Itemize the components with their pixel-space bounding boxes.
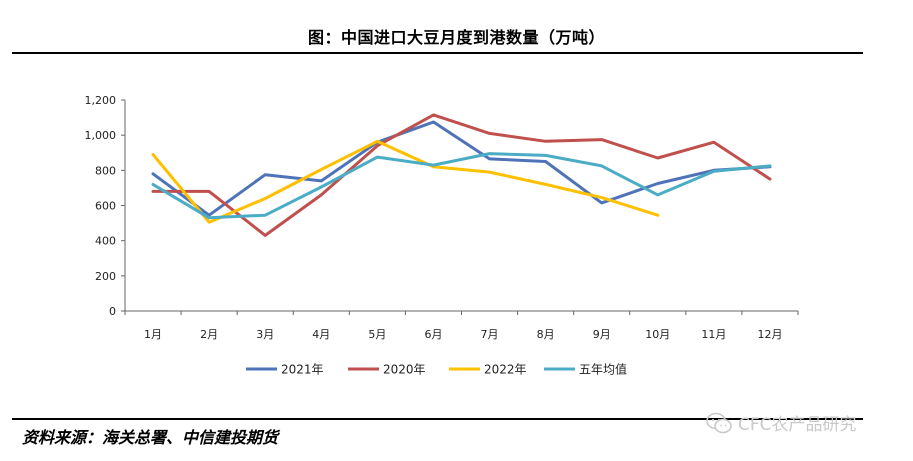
wechat-icon [706, 412, 732, 433]
x-tick-label: 5月 [368, 328, 386, 341]
x-tick-label: 6月 [424, 328, 442, 341]
y-tick-label: 1,200 [85, 94, 117, 107]
x-tick-label: 1月 [144, 328, 162, 341]
y-axis: 0 200 400 600 800 1,000 1,200 [85, 94, 126, 318]
series-layer [151, 113, 772, 237]
x-tick-label: 3月 [256, 328, 274, 341]
x-tick-label: 2月 [200, 328, 218, 341]
legend-label: 2021年 [281, 363, 324, 377]
x-tick-label: 9月 [593, 328, 611, 341]
series-line-1 [151, 113, 772, 237]
series-line-2 [151, 139, 660, 224]
y-tick-label: 600 [95, 200, 116, 213]
watermark: CFC农产品研究 [706, 410, 857, 435]
series-line-0 [151, 120, 772, 217]
y-tick-label: 400 [95, 235, 116, 248]
top-rule [12, 52, 863, 54]
source-note: 资料来源：海关总署、中信建投期货 [22, 428, 279, 447]
y-tick-label: 800 [95, 164, 116, 177]
legend-label: 五年均值 [579, 362, 627, 377]
x-tick-label: 7月 [481, 328, 499, 341]
chart-title: 图：中国进口大豆月度到港数量（万吨） [307, 28, 605, 47]
watermark-text: CFC农产品研究 [738, 415, 857, 435]
legend-label: 2022年 [484, 363, 527, 377]
y-tick-label: 0 [109, 305, 116, 318]
x-tick-label: 11月 [701, 328, 726, 341]
x-tick-label: 10月 [645, 328, 670, 341]
x-tick-label: 4月 [312, 328, 330, 341]
y-tick-label: 1,000 [85, 129, 117, 142]
series-line-3 [151, 152, 772, 220]
x-tick-label: 8月 [537, 328, 555, 341]
legend-label: 2020年 [383, 363, 426, 377]
x-axis: 1月 2月 3月 4月 5月 6月 7月 8月 9月 10月 11月 12月 [124, 310, 799, 341]
y-tick-label: 200 [95, 270, 116, 283]
x-tick-label: 12月 [757, 328, 782, 341]
legend: 2021年 2020年 2022年 五年均值 [246, 362, 627, 377]
bottom-rule [12, 418, 863, 420]
